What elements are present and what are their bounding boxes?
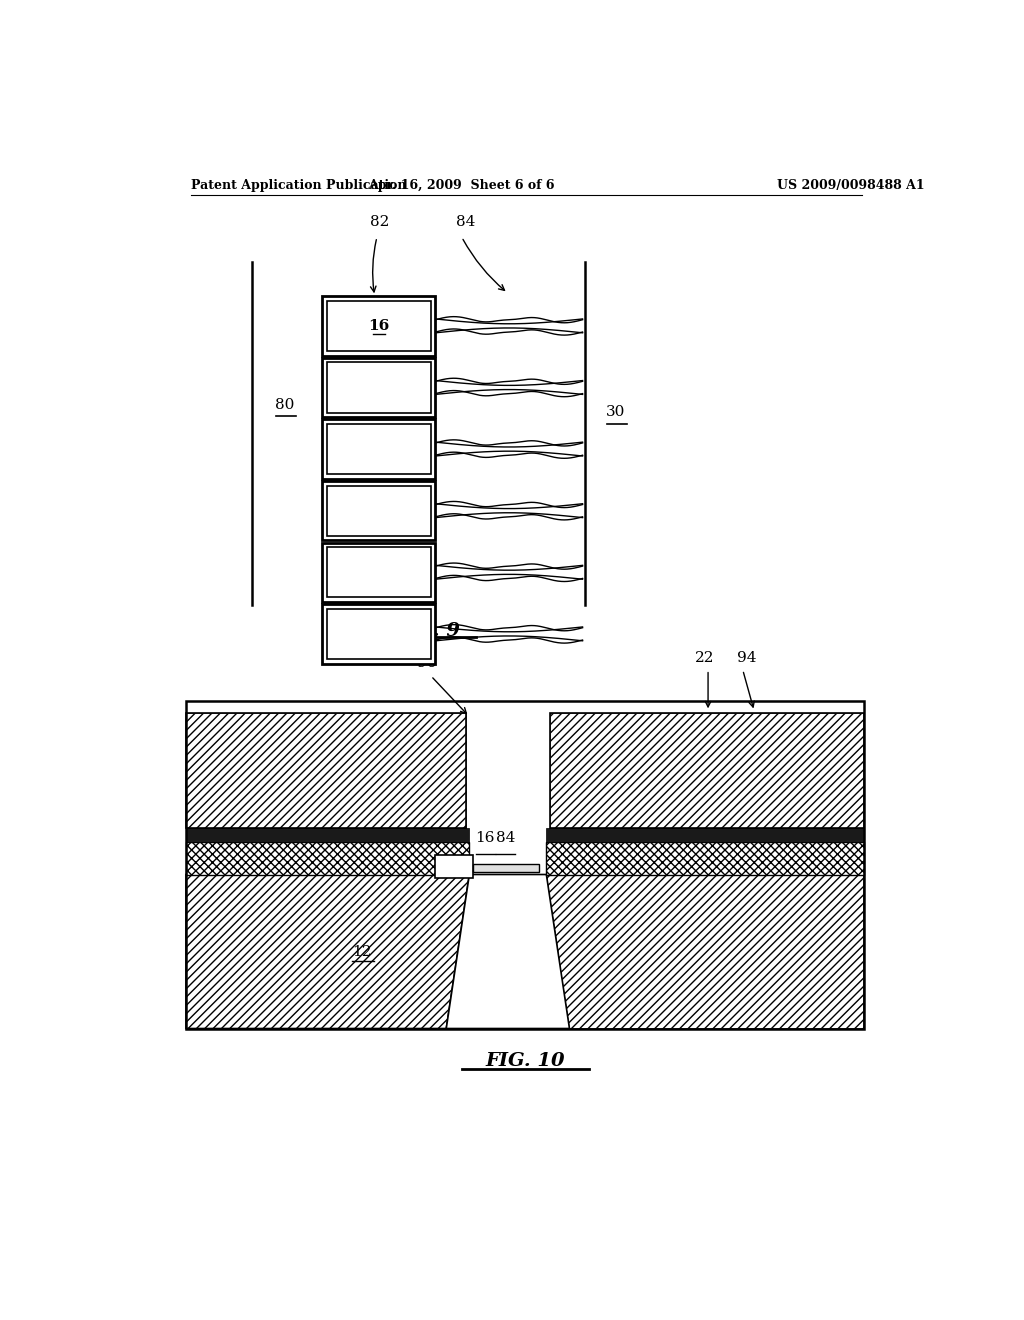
Bar (186, 701, 863, 1028)
Bar (327, 363, 431, 412)
Polygon shape (186, 842, 469, 875)
Text: 82: 82 (370, 215, 389, 230)
Polygon shape (550, 713, 863, 829)
Text: 96: 96 (417, 656, 437, 669)
Text: 84: 84 (456, 215, 475, 230)
Text: US 2009/0098488 A1: US 2009/0098488 A1 (777, 178, 925, 191)
Bar (473, 863, 539, 873)
Polygon shape (186, 829, 469, 842)
Polygon shape (547, 875, 863, 1028)
Bar (323, 420, 435, 479)
Bar (327, 301, 431, 351)
Text: FIG. 10: FIG. 10 (485, 1052, 564, 1069)
Bar (323, 296, 435, 355)
Text: 94: 94 (737, 651, 757, 665)
Bar (327, 548, 431, 598)
Bar (435, 855, 473, 878)
Text: 12: 12 (352, 945, 372, 958)
Bar (327, 486, 431, 536)
Text: Apr. 16, 2009  Sheet 6 of 6: Apr. 16, 2009 Sheet 6 of 6 (369, 178, 555, 191)
Text: 30: 30 (498, 960, 517, 974)
Polygon shape (547, 829, 863, 842)
Polygon shape (186, 713, 466, 829)
Text: 16: 16 (475, 832, 495, 845)
Text: 80: 80 (302, 851, 322, 866)
Polygon shape (186, 875, 469, 1028)
Polygon shape (446, 875, 569, 1028)
Polygon shape (547, 842, 863, 875)
Text: 84: 84 (496, 832, 515, 845)
Text: 16: 16 (369, 319, 389, 333)
Bar (323, 605, 435, 664)
Bar (327, 424, 431, 474)
Text: 22: 22 (694, 651, 714, 665)
Bar (323, 480, 435, 540)
Bar (323, 358, 435, 417)
Bar (323, 543, 435, 602)
Text: FIG. 9: FIG. 9 (394, 622, 460, 640)
Text: 80: 80 (274, 397, 294, 412)
Text: 82: 82 (438, 832, 458, 845)
Text: 30: 30 (606, 405, 626, 420)
Text: Patent Application Publication: Patent Application Publication (190, 178, 407, 191)
Bar (327, 609, 431, 659)
